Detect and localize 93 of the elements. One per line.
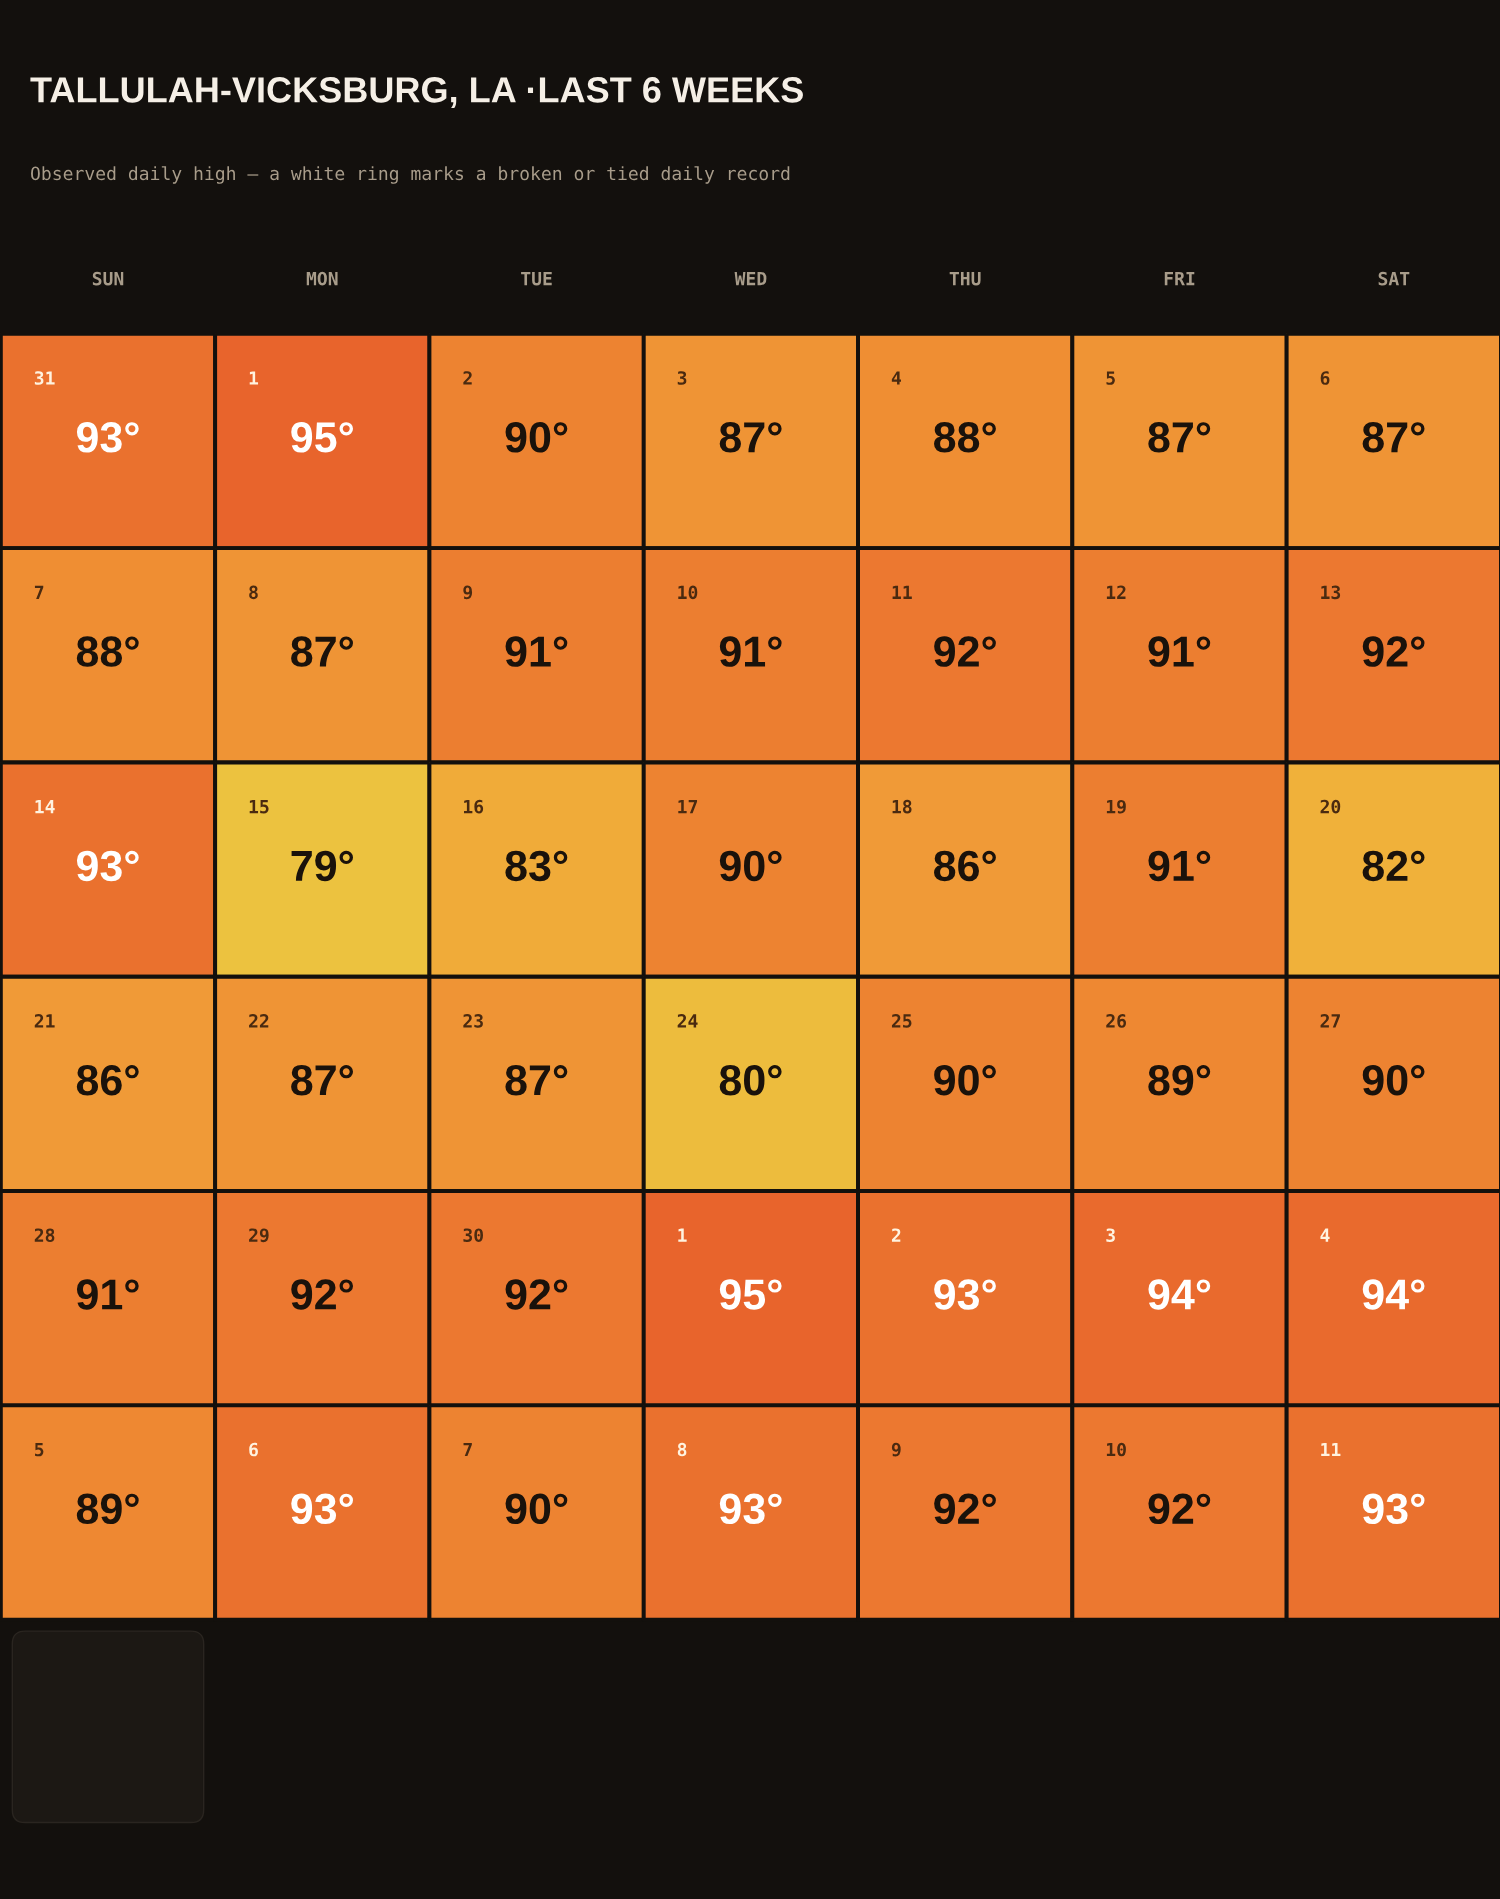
data-label: 92°: [505, 1279, 568, 1310]
annotation: 17: [678, 800, 698, 814]
data-label: 88°: [934, 422, 996, 453]
annotation: 9: [463, 585, 473, 600]
data-label: 92°: [934, 636, 996, 667]
chart-subtitle: Observed daily high — a white ring marks a broken or tied daily record: [31, 166, 790, 184]
data-label: 86°: [76, 1064, 139, 1096]
annotation: 18: [892, 799, 912, 814]
annotation: 19: [1106, 799, 1126, 814]
data-label: 87°: [291, 636, 354, 667]
annotation: 20: [1320, 799, 1341, 814]
data-label: 87°: [505, 1064, 568, 1096]
data-label: 88°: [76, 636, 139, 667]
annotation: 25: [891, 1014, 912, 1028]
data-label: 90°: [505, 1493, 568, 1525]
annotation: 15: [249, 800, 269, 814]
annotation: 4: [891, 371, 902, 385]
annotation: 11: [1321, 1442, 1341, 1457]
annotation: 16: [464, 799, 484, 814]
data-label: 87°: [291, 1064, 354, 1096]
data-label: 80°: [719, 1064, 782, 1096]
data-label: 82°: [1362, 850, 1425, 882]
annotation: 24: [677, 1014, 698, 1028]
data-label: 93°: [719, 1493, 782, 1525]
x-tick-label: FRI: [1164, 271, 1195, 286]
data-label: 92°: [291, 1279, 354, 1310]
data-label: 91°: [76, 1279, 139, 1310]
data-label: 93°: [934, 1279, 996, 1310]
data-label: 90°: [719, 850, 782, 882]
annotation: 1: [678, 1228, 687, 1242]
data-label: 87°: [1362, 422, 1425, 453]
data-label: 89°: [76, 1493, 139, 1525]
x-tick-label: MON: [306, 271, 338, 286]
data-label: 93°: [1362, 1493, 1425, 1525]
data-label: 90°: [1362, 1064, 1425, 1096]
x-tick-label: THU: [949, 271, 981, 286]
data-label: 91°: [505, 636, 568, 667]
data-label: 87°: [1148, 422, 1211, 453]
annotation: 9: [891, 1442, 901, 1457]
annotation: 13: [1321, 585, 1341, 600]
annotation: 30: [463, 1228, 483, 1243]
annotation: 6: [1320, 371, 1330, 385]
annotation: 26: [1106, 1014, 1127, 1028]
data-label: 94°: [1148, 1279, 1211, 1310]
annotation: 29: [249, 1228, 269, 1243]
annotation: 4: [1320, 1228, 1330, 1242]
data-label: 91°: [1148, 850, 1211, 882]
annotation: 14: [35, 800, 55, 814]
x-tick-label: SUN: [92, 271, 124, 286]
data-label: 90°: [505, 422, 568, 453]
annotation: 21: [34, 1014, 55, 1028]
data-label: 87°: [719, 422, 782, 453]
x-tick-label: SAT: [1378, 271, 1410, 286]
annotation: 12: [1106, 585, 1126, 599]
annotation: 1: [249, 371, 259, 385]
annotation: 2: [891, 1228, 901, 1242]
data-label: 92°: [1362, 636, 1425, 667]
annotation: 5: [1106, 371, 1115, 385]
annotation: 28: [34, 1228, 55, 1243]
annotation: 8: [249, 585, 258, 600]
annotation: 3: [1106, 1228, 1115, 1243]
data-label: 95°: [291, 422, 354, 453]
annotation: 22: [249, 1014, 269, 1028]
data-label: 91°: [1148, 636, 1211, 667]
annotation: 23: [463, 1014, 483, 1028]
data-label: 92°: [1148, 1493, 1211, 1525]
data-label: 90°: [934, 1064, 996, 1096]
annotation: 8: [677, 1442, 687, 1457]
annotation: 10: [1106, 1442, 1126, 1457]
data-label: 83°: [505, 850, 568, 882]
data-label: 92°: [934, 1493, 996, 1525]
x-tick-label: TUE: [521, 271, 552, 286]
annotation: 11: [892, 585, 912, 599]
data-label: 94°: [1362, 1279, 1425, 1310]
data-label: 93°: [76, 850, 139, 882]
x-tick-label: WED: [734, 271, 767, 286]
annotation: 2: [463, 371, 472, 385]
annotation: 27: [1320, 1014, 1340, 1028]
data-label: 93°: [76, 422, 139, 453]
data-label: 89°: [1148, 1064, 1211, 1096]
data-label: 93°: [291, 1493, 354, 1525]
annotation: 7: [463, 1442, 472, 1457]
data-label: 79°: [291, 850, 354, 882]
annotation: 6: [249, 1442, 258, 1457]
data-label: 86°: [934, 850, 996, 882]
data-label: 95°: [719, 1279, 782, 1310]
annotation: 31: [34, 371, 55, 385]
annotation: 5: [35, 1442, 44, 1457]
annotation: 3: [677, 371, 687, 385]
annotation: 7: [34, 585, 44, 599]
annotation: 10: [678, 585, 698, 600]
chart-title: TALLULAH-VICKSBURG, LA ·LAST 6 WEEKS: [30, 77, 803, 108]
data-label: 91°: [719, 636, 782, 667]
